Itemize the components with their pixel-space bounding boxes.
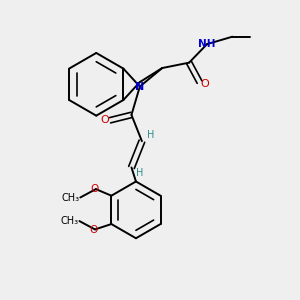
Text: H: H (147, 130, 154, 140)
Text: N: N (135, 82, 144, 92)
Text: H: H (136, 168, 143, 178)
Text: O: O (90, 184, 98, 194)
Text: O: O (100, 115, 109, 125)
Text: NH: NH (198, 38, 215, 49)
Text: CH₃: CH₃ (61, 216, 79, 226)
Text: CH₃: CH₃ (62, 193, 80, 203)
Text: O: O (200, 79, 209, 88)
Text: O: O (89, 225, 98, 235)
